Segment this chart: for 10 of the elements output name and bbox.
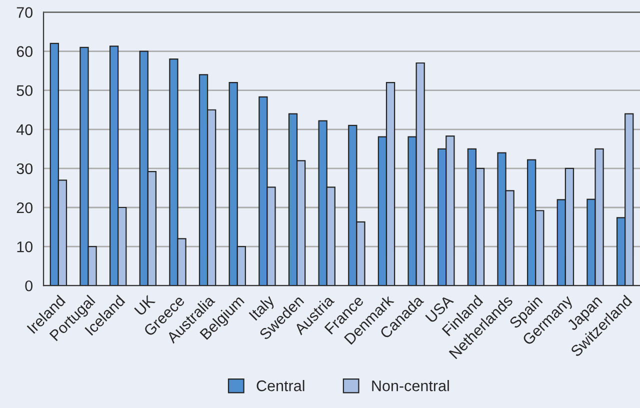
y-tick-label: 20 [16,202,33,214]
legend-label: Central [256,380,304,392]
y-tick-label: 10 [17,241,33,252]
y-tick-label: 0 [25,280,33,292]
y-tick-label: 70 [16,7,33,18]
legend-label: Non-central [372,380,449,392]
y-tick-label: 30 [16,163,33,174]
y-tick-label: 60 [16,46,33,57]
y-tick-label: 40 [16,124,33,136]
y-tick-label: 50 [16,85,33,96]
